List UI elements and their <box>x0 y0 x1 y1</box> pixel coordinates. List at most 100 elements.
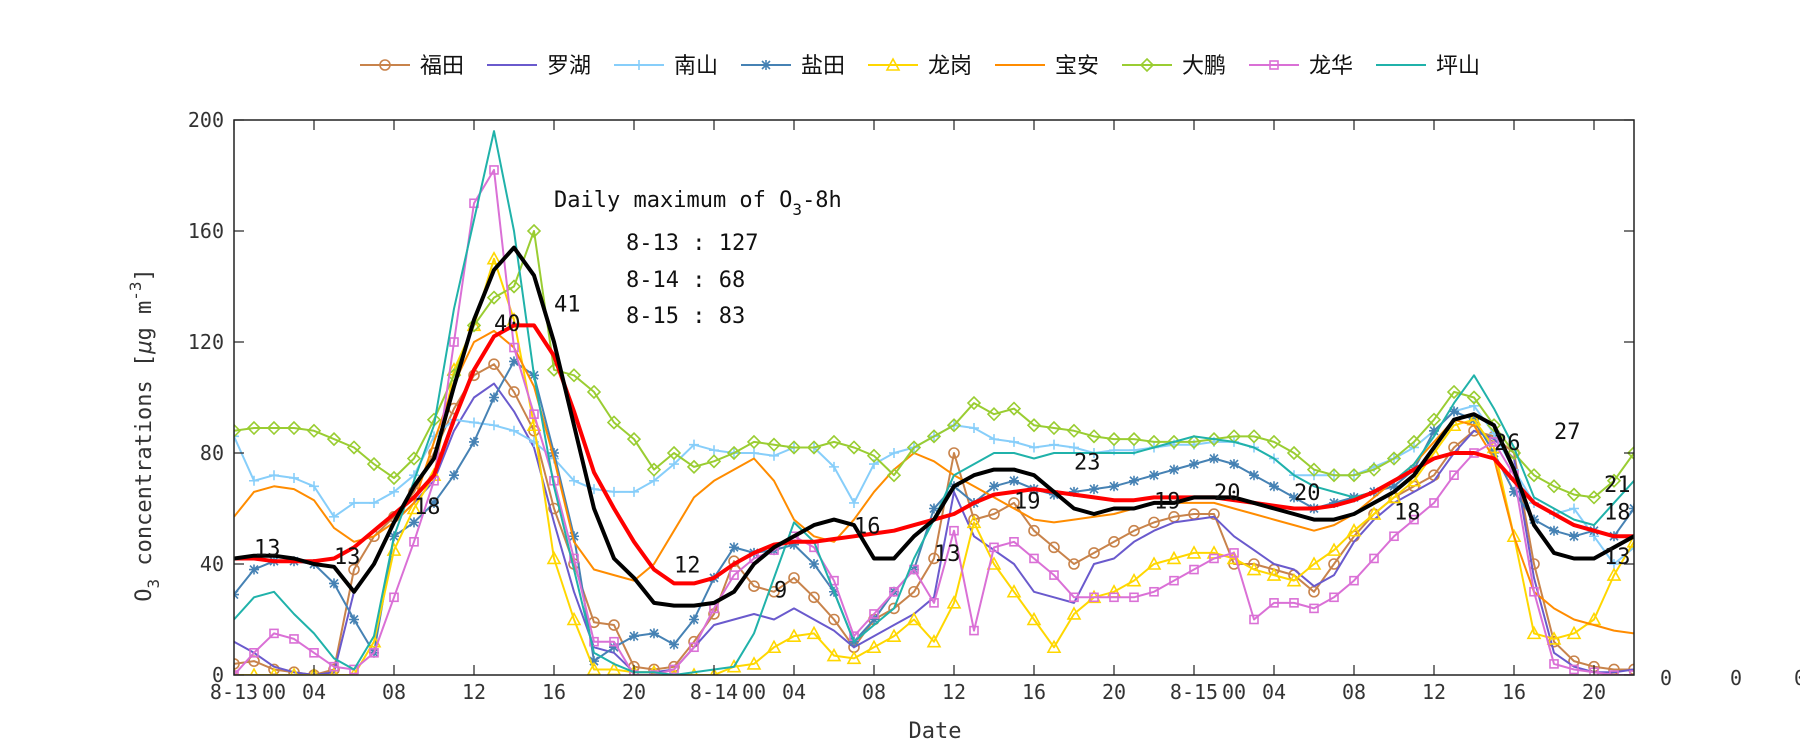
series-3-point-21 <box>649 628 659 639</box>
series-3-point-64 <box>1509 486 1519 497</box>
x-axis-label: Date <box>909 719 962 744</box>
value-label-1: 13 <box>334 545 361 570</box>
series-4-point-46 <box>1146 556 1162 570</box>
series-7-point-50 <box>1229 548 1239 558</box>
series-7-point-60 <box>1429 498 1439 508</box>
value-label-0: 13 <box>254 537 281 562</box>
series-0-point-49 <box>1208 508 1220 520</box>
y-tick-label-200: 200 <box>188 108 224 132</box>
value-label-6: 9 <box>774 578 787 603</box>
series-3-point-39 <box>1009 475 1019 486</box>
series-3-point-11 <box>449 470 459 481</box>
series-3-point-52 <box>1269 481 1279 492</box>
series-3-point-13 <box>489 392 499 403</box>
series-6-point-56 <box>1346 468 1362 483</box>
series-line-8 <box>234 130 1634 675</box>
value-label-9: 19 <box>1014 490 1041 515</box>
series-3-point-60 <box>1429 425 1439 436</box>
series-line-1 <box>234 382 1634 675</box>
series-7-point-47 <box>1169 575 1179 586</box>
legend-marker-2 <box>634 60 644 70</box>
x-tick-label-9: 12 <box>942 680 966 704</box>
series-3-point-55 <box>1329 497 1339 508</box>
series-6-point-2 <box>266 420 282 436</box>
series-6-point-40 <box>1026 418 1042 433</box>
series-2-point-30 <box>829 461 839 472</box>
series-3-point-35 <box>929 503 939 514</box>
legend-label-7: 龙华 <box>1309 54 1353 79</box>
series-2-point-67 <box>1569 503 1579 514</box>
series-2-point-1 <box>249 475 259 486</box>
legend-marker-3 <box>761 60 771 70</box>
series-4-point-26 <box>746 656 762 670</box>
series-4-point-50 <box>1226 550 1242 565</box>
series-7-point-49 <box>1209 553 1219 564</box>
annotation-title: Daily maximum of O3-8h <box>554 188 842 219</box>
x-tick-label-10: 16 <box>1022 680 1046 704</box>
series-2-point-23 <box>689 439 699 450</box>
series-3-point-50 <box>1229 459 1239 470</box>
series-7-point-25 <box>729 570 739 580</box>
series-4-point-29 <box>806 625 822 640</box>
series-7-point-38 <box>989 542 999 553</box>
series-4-point-51 <box>1246 561 1262 576</box>
series-4-point-33 <box>886 628 902 642</box>
series-0-point-36 <box>948 447 960 459</box>
series-7-point-39 <box>1009 536 1019 547</box>
y-tick-label-120: 120 <box>188 330 224 354</box>
value-label-4: 41 <box>554 292 581 317</box>
series-line-9 <box>234 323 1634 586</box>
x-stray-label-2: 00 <box>1222 680 1246 704</box>
series-6-point-57 <box>1366 462 1382 477</box>
series-2-point-37 <box>969 423 979 434</box>
legend-marker-7 <box>1269 60 1279 70</box>
x-tick-label-13: 04 <box>1262 680 1286 704</box>
series-7 <box>234 165 1634 675</box>
series-3-point-67 <box>1569 531 1579 542</box>
series-3-point-9 <box>409 517 419 528</box>
series-0-point-38 <box>988 508 1000 520</box>
series-7-point-53 <box>1289 598 1299 608</box>
series-2-point-20 <box>629 486 639 497</box>
annotation-title-end: -8h <box>802 188 842 213</box>
series-6-point-17 <box>566 368 582 383</box>
series-0-point-0 <box>234 658 240 670</box>
legend-label-0: 福田 <box>420 54 464 79</box>
series-7-point-57 <box>1369 553 1379 564</box>
value-label-11: 19 <box>1154 490 1181 515</box>
series-6-point-52 <box>1266 434 1282 450</box>
series-3-point-25 <box>729 542 739 553</box>
series-7-point-54 <box>1309 603 1319 614</box>
series-7-point-37 <box>969 625 979 636</box>
series-0-point-29 <box>808 591 820 604</box>
series-7-point-40 <box>1029 553 1039 564</box>
series-0-point-19 <box>608 619 620 631</box>
series-6-point-36 <box>946 418 962 433</box>
series-6-point-8 <box>386 470 402 486</box>
series-7-point-22 <box>669 664 679 675</box>
series-0-point-28 <box>788 572 800 584</box>
series-2-point-13 <box>489 420 499 431</box>
series-4-point-42 <box>1066 606 1082 620</box>
series-6-point-37 <box>966 395 982 411</box>
series-6-point-33 <box>886 468 902 483</box>
series-4-point-64 <box>1506 528 1522 543</box>
series-4-point-39 <box>1006 584 1022 598</box>
value-label-18: 18 <box>1604 501 1631 526</box>
x-tick-label-1: 04 <box>302 680 326 704</box>
series-7-point-59 <box>1409 514 1419 525</box>
series-3-point-17 <box>569 531 579 542</box>
series-6-point-51 <box>1246 429 1262 444</box>
series-6-point-38 <box>986 407 1002 422</box>
legend-label-4: 龙岗 <box>928 54 972 79</box>
series-0-point-26 <box>748 580 760 593</box>
series-2-point-12 <box>469 417 479 428</box>
series-4-point-41 <box>1046 639 1062 654</box>
series-4-point-70 <box>1626 534 1634 548</box>
series-7-point-55 <box>1329 592 1339 603</box>
series-6-point-7 <box>366 456 382 472</box>
series-6-point-44 <box>1106 431 1122 447</box>
series-7-point-17 <box>569 553 579 564</box>
series-7-point-43 <box>1089 592 1099 603</box>
